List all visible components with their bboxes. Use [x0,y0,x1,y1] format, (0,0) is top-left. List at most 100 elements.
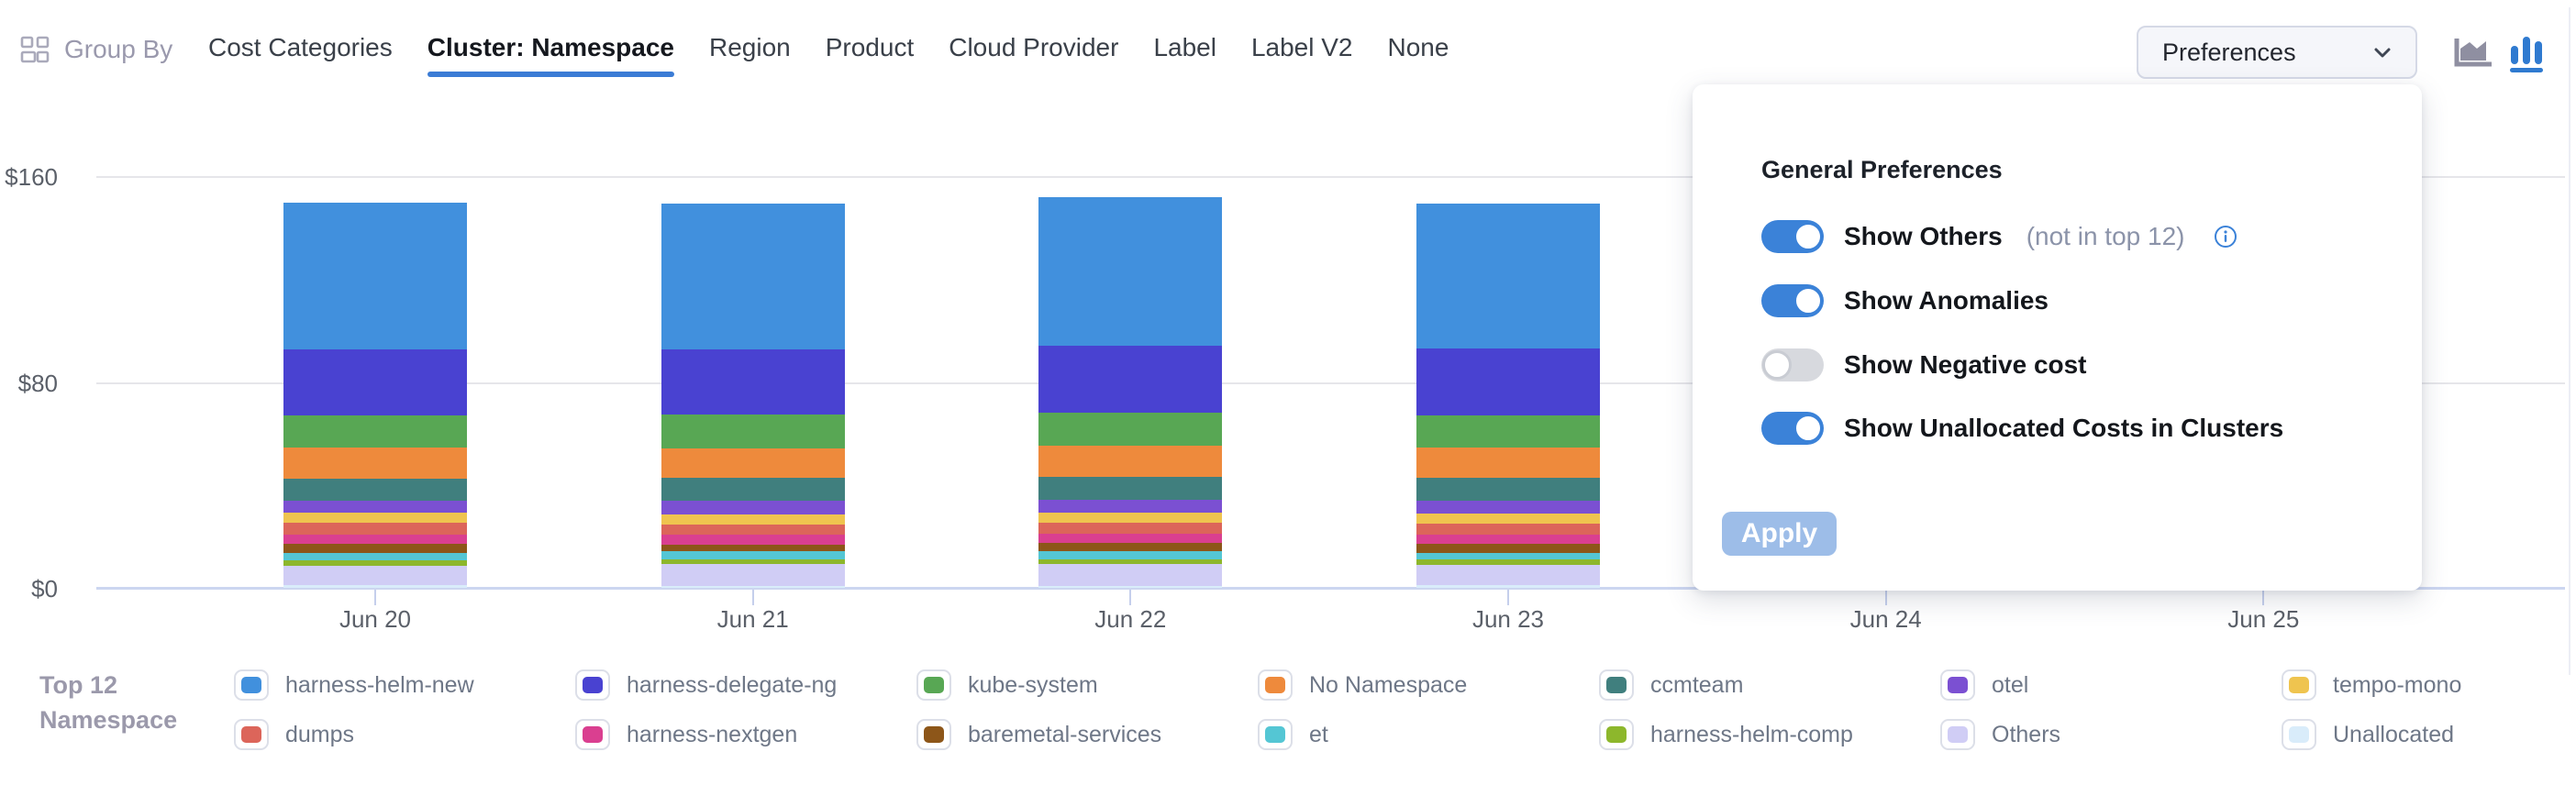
bar-segment-otel[interactable] [283,501,467,513]
bar-segment-harness-nextgen[interactable] [1038,533,1223,544]
legend-item-harness-delegate-ng[interactable]: harness-delegate-ng [575,669,837,701]
bar-segment-baremetal-services[interactable] [283,543,467,554]
legend-label: baremetal-services [968,721,1162,747]
legend-item-ccmteam[interactable]: ccmteam [1599,669,1743,701]
bar-segment-others[interactable] [1038,564,1223,586]
bar-segment-kube-system[interactable] [283,415,467,448]
apply-button[interactable]: Apply [1722,512,1837,556]
bar-segment-otel[interactable] [1416,501,1600,514]
legend-item-et[interactable]: et [1258,719,1328,750]
bar-segment-ccmteam[interactable] [283,478,467,502]
bar-segment-baremetal-services[interactable] [1416,544,1600,553]
bar-segment-unallocated[interactable] [283,584,467,588]
legend-swatch [234,669,269,701]
tab-cost-categories[interactable]: Cost Categories [208,33,393,61]
legend-item-no-namespace[interactable]: No Namespace [1258,669,1467,701]
bar-segment-harness-helm-new[interactable] [661,204,845,350]
info-icon[interactable] [2214,225,2237,249]
bar-segment-harness-helm-comp[interactable] [1416,559,1600,565]
bar-jun-20[interactable] [283,203,467,588]
bar-segment-unallocated[interactable] [1038,585,1223,588]
preference-row-show-unallocated-costs-in-clusters: Show Unallocated Costs in Clusters [1761,411,2283,446]
legend-item-harness-helm-new[interactable]: harness-helm-new [234,669,474,701]
bar-segment-kube-system[interactable] [1038,412,1223,447]
tab-label[interactable]: Label [1153,33,1216,61]
legend-item-kube-system[interactable]: kube-system [916,669,1098,701]
bar-segment-harness-helm-comp[interactable] [661,558,845,565]
bar-segment-tempo-mono[interactable] [661,514,845,525]
bar-segment-others[interactable] [661,564,845,587]
legend-item-baremetal-services[interactable]: baremetal-services [916,719,1161,750]
bar-segment-no-namespace[interactable] [1038,446,1223,477]
legend-item-dumps[interactable]: dumps [234,719,354,750]
bar-segment-baremetal-services[interactable] [661,544,845,552]
bar-segment-harness-helm-comp[interactable] [1038,558,1223,565]
bar-segment-unallocated[interactable] [661,586,845,588]
bar-segment-et[interactable] [661,551,845,559]
tab-product[interactable]: Product [825,33,915,61]
bar-segment-no-namespace[interactable] [661,448,845,479]
bar-segment-kube-system[interactable] [661,415,845,448]
bar-segment-otel[interactable] [1038,499,1223,513]
bar-jun-23[interactable] [1416,204,1600,588]
bar-chart-icon[interactable] [2508,33,2545,78]
bar-segment-dumps[interactable] [661,525,845,535]
bar-segment-no-namespace[interactable] [283,448,467,479]
bar-segment-others[interactable] [283,565,467,585]
tab-cluster-namespace[interactable]: Cluster: Namespace [427,33,675,77]
bar-segment-tempo-mono[interactable] [283,512,467,523]
bar-segment-dumps[interactable] [283,522,467,535]
tab-region[interactable]: Region [709,33,791,61]
bar-segment-dumps[interactable] [1038,523,1223,534]
preferences-dropdown-button[interactable]: Preferences [2137,26,2417,79]
bar-segment-unallocated[interactable] [1416,585,1600,588]
bar-segment-harness-helm-new[interactable] [1416,204,1600,349]
bar-segment-harness-helm-new[interactable] [1038,196,1223,346]
bar-segment-harness-helm-new[interactable] [283,203,467,349]
legend-label: harness-helm-new [285,671,474,698]
legend-item-others[interactable]: Others [1940,719,2060,750]
bar-segment-harness-delegate-ng[interactable] [1416,348,1600,415]
bar-jun-22[interactable] [1038,196,1223,588]
bar-segment-et[interactable] [1038,551,1223,559]
bar-segment-harness-delegate-ng[interactable] [283,348,467,416]
bar-segment-harness-helm-comp[interactable] [283,559,467,566]
x-axis-tick [1884,590,1887,605]
area-chart-icon[interactable] [2453,37,2493,76]
toggle-show-negative-cost[interactable] [1761,348,1824,381]
legend-item-harness-helm-comp[interactable]: harness-helm-comp [1599,719,1853,750]
legend-item-harness-nextgen[interactable]: harness-nextgen [575,719,797,750]
toggle-show-unallocated-costs-in-clusters[interactable] [1761,412,1824,445]
tab-cloud-provider[interactable]: Cloud Provider [949,33,1119,61]
legend-item-tempo-mono[interactable]: tempo-mono [2282,669,2461,701]
toggle-show-others[interactable] [1761,220,1824,253]
bar-segment-harness-nextgen[interactable] [1416,534,1600,545]
bar-segment-kube-system[interactable] [1416,415,1600,448]
toggle-show-anomalies[interactable] [1761,284,1824,317]
bar-segment-ccmteam[interactable] [661,478,845,502]
x-axis-label-jun-22: Jun 22 [1094,605,1167,633]
bar-segment-otel[interactable] [661,501,845,515]
bar-segment-harness-delegate-ng[interactable] [661,349,845,415]
bar-segment-ccmteam[interactable] [1038,476,1223,500]
bar-segment-no-namespace[interactable] [1416,448,1600,479]
tab-label-v2[interactable]: Label V2 [1250,33,1353,61]
group-by-grid-icon [20,36,50,63]
bar-segment-tempo-mono[interactable] [1416,513,1600,524]
bar-segment-baremetal-services[interactable] [1038,543,1223,552]
bar-segment-harness-delegate-ng[interactable] [1038,345,1223,413]
bar-segment-ccmteam[interactable] [1416,478,1600,502]
x-axis-label-jun-21: Jun 21 [716,605,789,633]
bar-segment-et[interactable] [1416,552,1600,560]
legend-item-unallocated[interactable]: Unallocated [2282,719,2454,750]
legend-item-otel[interactable]: otel [1940,669,2028,701]
bar-segment-et[interactable] [283,553,467,560]
bar-jun-21[interactable] [661,204,845,588]
bar-segment-harness-nextgen[interactable] [283,534,467,544]
bar-segment-tempo-mono[interactable] [1038,512,1223,524]
bar-segment-harness-nextgen[interactable] [661,534,845,545]
legend-swatch [1940,719,1975,750]
bar-segment-others[interactable] [1416,564,1600,586]
tab-none[interactable]: None [1387,33,1449,61]
bar-segment-dumps[interactable] [1416,523,1600,535]
